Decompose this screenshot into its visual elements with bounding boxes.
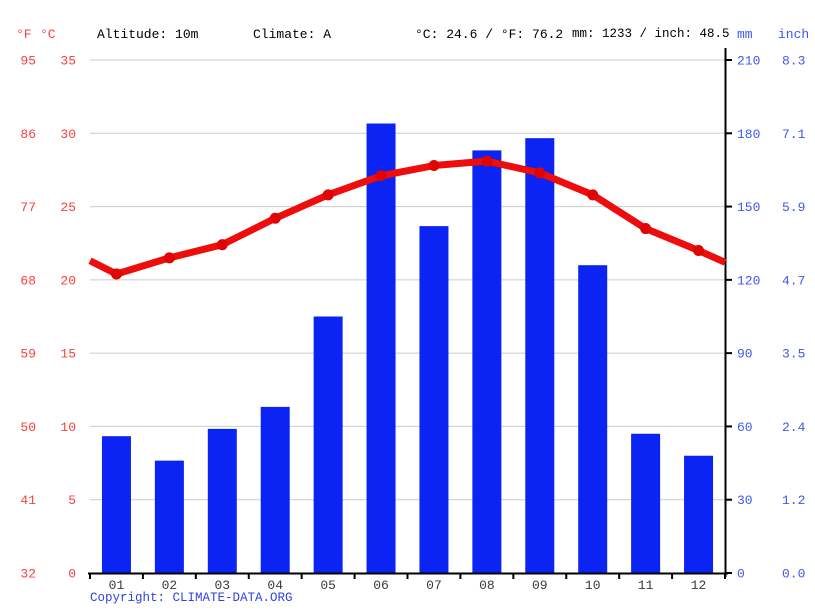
precipitation-bar-04 [260, 406, 290, 573]
temperature-point-02 [163, 252, 175, 264]
month-label-12: 12 [691, 578, 707, 593]
temperature-point-06 [375, 170, 387, 182]
mm-axis-title: mm [737, 27, 753, 42]
fahrenheit-tick-label: 86 [20, 127, 36, 142]
precipitation-bar-07 [419, 226, 449, 573]
month-label-04: 04 [267, 578, 283, 593]
precipitation-bar-08 [472, 150, 502, 573]
temperature-point-03 [216, 239, 228, 251]
celsius-tick-label: 20 [60, 273, 76, 288]
mean-temperature-summary: °C: 24.6 / °F: 76.2 [415, 27, 564, 42]
inch-tick-label: 8.3 [782, 54, 805, 69]
month-label-11: 11 [638, 578, 654, 593]
precipitation-bar-12 [684, 455, 714, 573]
copyright-prefix: Copyright: [90, 591, 173, 605]
fahrenheit-tick-label: 41 [20, 493, 36, 508]
celsius-axis-title: °C [40, 27, 56, 42]
precipitation-bar-02 [154, 460, 184, 573]
fahrenheit-tick-label: 59 [20, 347, 36, 362]
fahrenheit-tick-label: 95 [20, 54, 36, 69]
temperature-point-11 [640, 223, 652, 235]
month-label-06: 06 [373, 578, 389, 593]
precipitation-bar-10 [578, 265, 608, 573]
month-label-01: 01 [109, 578, 125, 593]
celsius-tick-label: 10 [60, 420, 76, 435]
climate-class-label: Climate: A [253, 27, 332, 42]
mm-tick-label: 90 [737, 347, 753, 362]
month-label-03: 03 [214, 578, 230, 593]
temperature-point-09 [534, 167, 546, 179]
fahrenheit-axis-title: °F [16, 27, 32, 42]
temperature-point-04 [269, 212, 281, 224]
altitude-label: Altitude: 10m [97, 27, 199, 42]
precipitation-bar-05 [313, 316, 343, 573]
celsius-tick-label: 5 [68, 493, 76, 508]
precipitation-bar-03 [207, 428, 237, 573]
temperature-line [88, 157, 727, 278]
inch-tick-label: 1.2 [782, 493, 805, 508]
fahrenheit-tick-label: 50 [20, 420, 36, 435]
inch-tick-label: 3.5 [782, 347, 805, 362]
precipitation-bar-06 [366, 123, 396, 573]
month-label-05: 05 [320, 578, 336, 593]
celsius-tick-label: 25 [60, 200, 76, 215]
mm-tick-label: 30 [737, 493, 753, 508]
inch-tick-label: 7.1 [782, 127, 806, 142]
month-label-09: 09 [532, 578, 548, 593]
mm-tick-label: 120 [737, 273, 760, 288]
month-label-08: 08 [479, 578, 495, 593]
inch-tick-label: 4.7 [782, 273, 805, 288]
celsius-tick-label: 0 [68, 567, 76, 582]
precipitation-bar-11 [631, 433, 661, 573]
fahrenheit-tick-label: 32 [20, 567, 36, 582]
month-label-07: 07 [426, 578, 442, 593]
mm-tick-label: 150 [737, 200, 760, 215]
copyright-line: Copyright: CLIMATE-DATA.ORG [90, 591, 293, 605]
temperature-point-12 [693, 245, 705, 257]
temperature-point-08 [481, 155, 493, 167]
climate-data-org-link[interactable]: CLIMATE-DATA.ORG [172, 591, 293, 605]
month-label-02: 02 [162, 578, 178, 593]
mm-tick-label: 180 [737, 127, 760, 142]
mm-tick-label: 60 [737, 420, 753, 435]
celsius-tick-label: 35 [60, 54, 76, 69]
celsius-tick-label: 30 [60, 127, 76, 142]
total-precipitation-summary: mm: 1233 / inch: 48.5 [572, 27, 730, 41]
fahrenheit-tick-label: 77 [20, 200, 36, 215]
temperature-point-10 [587, 189, 599, 201]
inch-axis-title: inch [778, 27, 810, 42]
temperature-point-01 [110, 268, 122, 280]
inch-tick-label: 2.4 [782, 420, 806, 435]
mm-tick-label: 210 [737, 54, 760, 69]
inch-tick-label: 5.9 [782, 200, 805, 215]
temperature-point-07 [428, 160, 440, 172]
mm-tick-label: 0 [737, 567, 745, 582]
precipitation-bar-01 [101, 436, 131, 573]
temperature-point-05 [322, 189, 334, 201]
celsius-tick-label: 15 [60, 347, 76, 362]
fahrenheit-tick-label: 68 [20, 273, 36, 288]
precipitation-bar-09 [525, 138, 555, 573]
month-label-10: 10 [585, 578, 601, 593]
inch-tick-label: 0.0 [782, 567, 805, 582]
